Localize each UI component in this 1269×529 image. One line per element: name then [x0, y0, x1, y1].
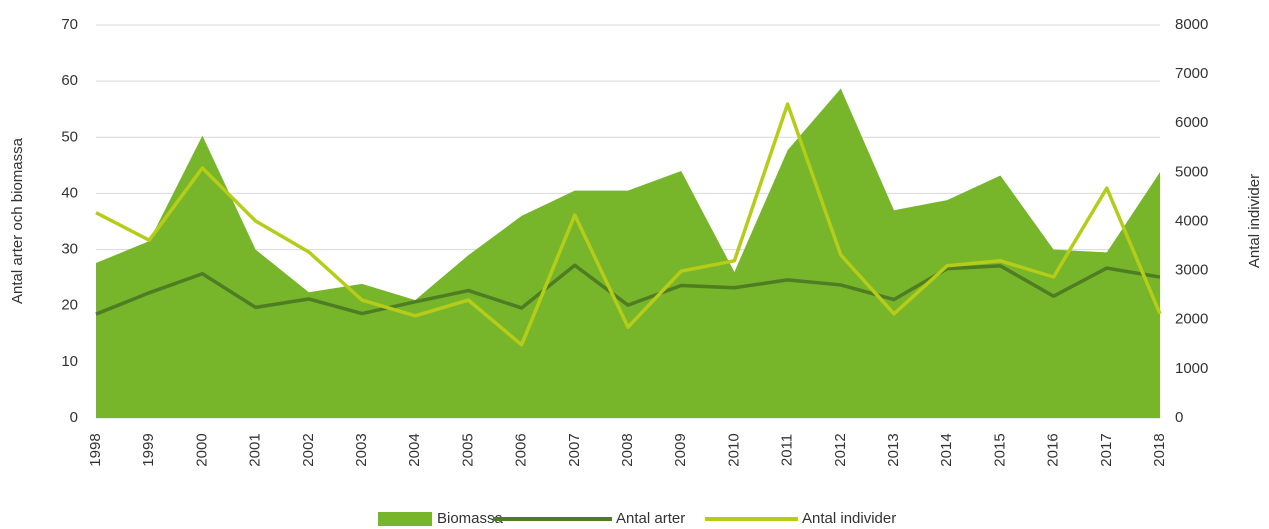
x-tick-label: 2013: [885, 433, 902, 466]
x-tick-label: 2014: [938, 433, 955, 466]
legend-label: Antal arter: [616, 510, 685, 527]
y2-tick-label: 3000: [1175, 262, 1208, 279]
legend-label: Biomassa: [437, 510, 504, 527]
y2-tick-label: 6000: [1175, 114, 1208, 131]
y2-tick-label: 1000: [1175, 360, 1208, 377]
x-tick-label: 2015: [991, 433, 1008, 466]
x-tick-label: 2018: [1151, 433, 1168, 466]
y2-tick-label: 8000: [1175, 16, 1208, 33]
y2-tick-label: 2000: [1175, 311, 1208, 328]
area: [96, 88, 1160, 418]
x-tick-label: 2006: [513, 433, 530, 466]
x-tick-label: 2000: [193, 433, 210, 466]
legend-label: Antal individer: [802, 510, 896, 527]
x-tick-label: 2005: [459, 433, 476, 466]
x-tick-label: 2003: [353, 433, 370, 466]
y2-tick-label: 7000: [1175, 65, 1208, 82]
x-tick-label: 2008: [619, 433, 636, 466]
x-tick-label: 1998: [87, 433, 104, 466]
y-tick-label: 70: [61, 16, 78, 33]
x-tick-label: 2017: [1098, 433, 1115, 466]
x-tick-label: 2016: [1045, 433, 1062, 466]
y-tick-label: 20: [61, 297, 78, 314]
y2-tick-label: 4000: [1175, 212, 1208, 229]
y-tick-label: 10: [61, 353, 78, 370]
y2-tick-label: 5000: [1175, 163, 1208, 180]
line: [95, 102, 1162, 347]
x-tick-label: 2001: [247, 433, 264, 466]
line: [95, 263, 1161, 316]
y-tick-label: 40: [61, 184, 78, 201]
y2-tick-label: 0: [1175, 409, 1183, 426]
y-tick-label: 60: [61, 72, 78, 89]
x-tick-label: 2007: [566, 433, 583, 466]
x-tick-label: 1999: [140, 433, 157, 466]
x-tick-label: 2009: [672, 433, 689, 466]
x-tick-label: 2010: [725, 433, 742, 466]
x-tick-label: 2012: [832, 433, 849, 466]
y-tick-label: 50: [61, 128, 78, 145]
y-tick-label: 30: [61, 241, 78, 258]
x-tick-label: 2002: [300, 433, 317, 466]
y2-axis-label: Antal individer: [1246, 174, 1263, 268]
x-tick-label: 2011: [779, 434, 796, 466]
x-tick-label: 2004: [406, 433, 423, 466]
legend-swatch: [378, 512, 432, 526]
y-axis-label: Antal arter och biomassa: [9, 137, 26, 304]
y-tick-label: 0: [70, 409, 78, 426]
